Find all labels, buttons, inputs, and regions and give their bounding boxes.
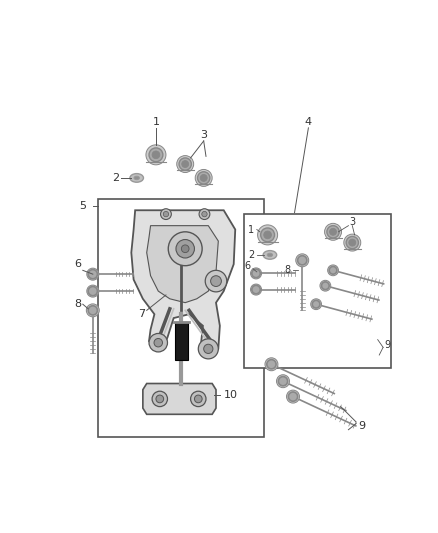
Circle shape: [251, 284, 261, 295]
Circle shape: [161, 209, 171, 220]
Circle shape: [194, 395, 202, 403]
Circle shape: [258, 225, 278, 245]
Text: 3: 3: [200, 130, 207, 140]
Text: 10: 10: [224, 390, 238, 400]
Circle shape: [321, 282, 329, 289]
Circle shape: [198, 172, 210, 184]
Circle shape: [329, 228, 336, 235]
Circle shape: [264, 231, 272, 239]
Polygon shape: [143, 384, 216, 414]
Circle shape: [200, 174, 207, 181]
Circle shape: [252, 285, 260, 294]
Circle shape: [204, 344, 213, 353]
Circle shape: [87, 285, 99, 297]
Circle shape: [176, 239, 194, 258]
Text: 9: 9: [359, 421, 366, 431]
Polygon shape: [147, 225, 218, 303]
Bar: [244, 214, 391, 368]
Circle shape: [154, 338, 162, 347]
Circle shape: [279, 377, 288, 386]
Text: 8: 8: [285, 265, 291, 276]
Circle shape: [312, 301, 320, 308]
Circle shape: [146, 145, 166, 165]
Ellipse shape: [263, 251, 277, 259]
Circle shape: [198, 339, 218, 359]
Circle shape: [286, 390, 300, 403]
Ellipse shape: [267, 253, 272, 257]
Circle shape: [182, 160, 189, 167]
Circle shape: [251, 268, 261, 279]
Circle shape: [320, 280, 331, 291]
Circle shape: [267, 360, 276, 369]
Polygon shape: [131, 210, 235, 357]
Circle shape: [276, 375, 290, 387]
Circle shape: [177, 156, 194, 173]
Text: 2: 2: [112, 173, 120, 183]
Ellipse shape: [134, 176, 139, 180]
Circle shape: [152, 391, 167, 407]
Circle shape: [181, 245, 189, 253]
Ellipse shape: [130, 174, 144, 182]
Circle shape: [329, 266, 337, 274]
Circle shape: [152, 151, 160, 159]
Circle shape: [311, 299, 321, 310]
Circle shape: [265, 358, 278, 371]
Text: 6: 6: [244, 262, 251, 271]
Text: 9: 9: [384, 340, 390, 350]
Circle shape: [346, 237, 358, 249]
Circle shape: [88, 287, 97, 296]
Circle shape: [325, 223, 342, 240]
Text: 4: 4: [305, 117, 312, 127]
Circle shape: [179, 158, 191, 170]
Circle shape: [298, 256, 307, 265]
Text: 1: 1: [248, 224, 254, 235]
Bar: [175, 322, 187, 360]
Text: 6: 6: [74, 259, 81, 269]
Bar: [98, 199, 264, 438]
Text: 1: 1: [152, 117, 159, 127]
Text: 5: 5: [79, 201, 86, 212]
Circle shape: [87, 268, 99, 280]
Circle shape: [205, 270, 227, 292]
Text: 3: 3: [349, 217, 355, 227]
Circle shape: [327, 225, 339, 238]
Circle shape: [88, 270, 97, 279]
Circle shape: [168, 232, 202, 265]
Circle shape: [156, 395, 164, 403]
Circle shape: [149, 148, 163, 161]
Text: 7: 7: [138, 309, 145, 319]
Text: 2: 2: [248, 250, 254, 260]
Circle shape: [191, 391, 206, 407]
Circle shape: [328, 265, 339, 276]
Circle shape: [288, 392, 298, 401]
Circle shape: [211, 276, 221, 287]
Circle shape: [195, 169, 212, 187]
Text: 8: 8: [74, 299, 81, 309]
Circle shape: [252, 269, 260, 278]
Circle shape: [261, 228, 275, 242]
Circle shape: [202, 212, 207, 217]
Circle shape: [296, 254, 309, 267]
Circle shape: [199, 209, 210, 220]
Circle shape: [149, 334, 167, 352]
Circle shape: [349, 239, 356, 246]
Circle shape: [163, 212, 169, 217]
Circle shape: [88, 306, 97, 315]
Circle shape: [86, 304, 99, 317]
Circle shape: [344, 234, 361, 251]
